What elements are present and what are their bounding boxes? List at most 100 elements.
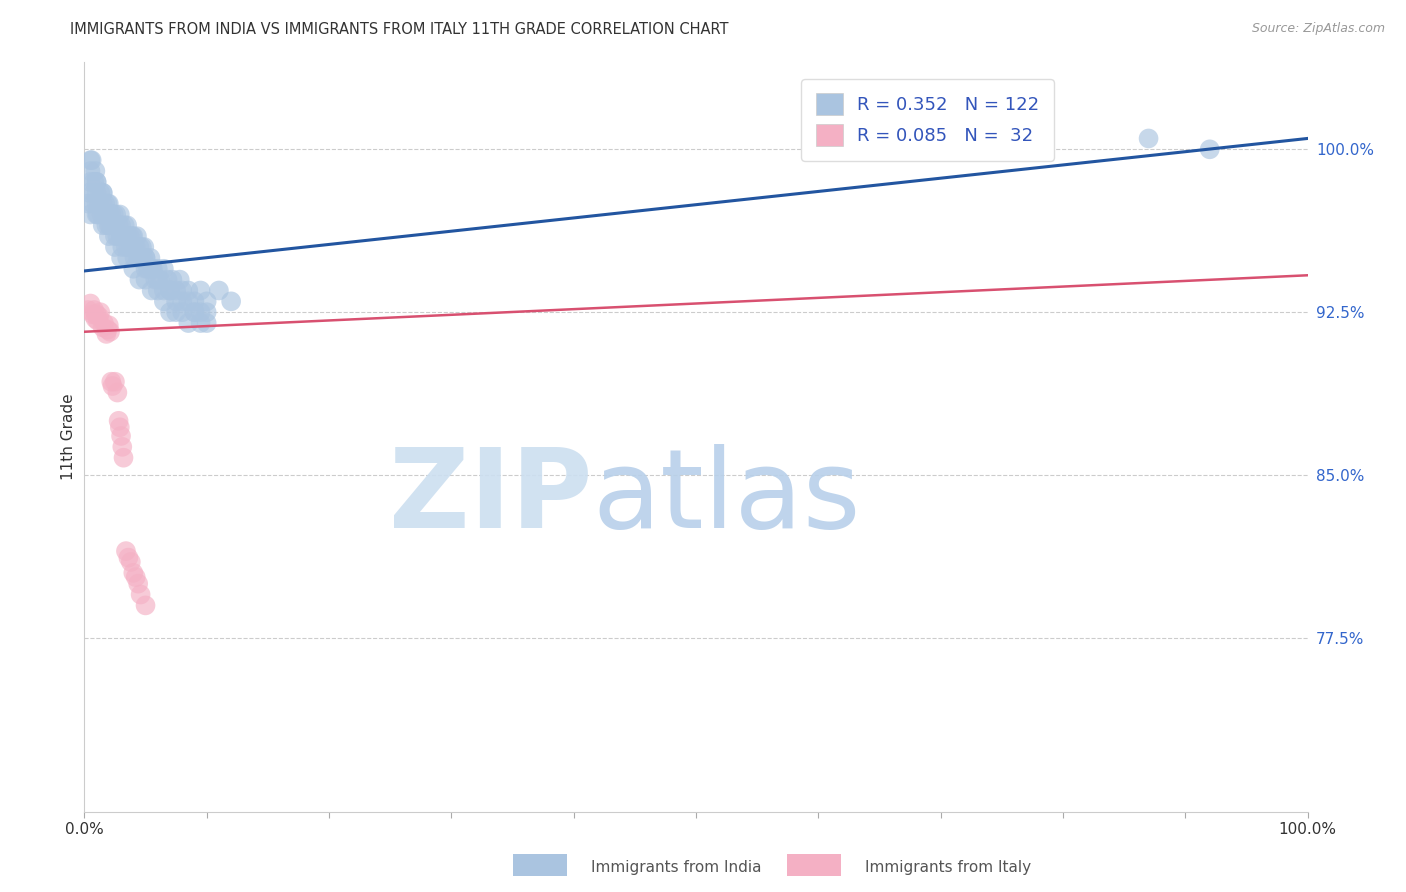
Point — [128, 272, 150, 286]
Point — [100, 375, 122, 389]
Point — [135, 251, 157, 265]
Point — [118, 229, 141, 244]
Point — [149, 272, 172, 286]
Point — [195, 316, 218, 330]
Point — [117, 550, 139, 565]
Point — [104, 219, 127, 233]
Point — [177, 294, 200, 309]
Point — [172, 305, 194, 319]
Point — [97, 196, 120, 211]
Point — [91, 196, 114, 211]
Point — [110, 251, 132, 265]
Point — [115, 251, 138, 265]
Point — [97, 207, 120, 221]
Point — [172, 294, 194, 309]
Point — [159, 284, 181, 298]
Point — [86, 207, 108, 221]
Point — [125, 240, 148, 254]
Point — [115, 240, 138, 254]
Point — [97, 219, 120, 233]
Point — [1137, 131, 1160, 145]
Point — [135, 261, 157, 276]
Point — [94, 196, 117, 211]
Point — [101, 379, 124, 393]
Point — [121, 229, 143, 244]
Point — [127, 576, 149, 591]
Point — [127, 251, 149, 265]
Point — [128, 251, 150, 265]
Point — [91, 186, 114, 200]
Point — [208, 284, 231, 298]
Point — [141, 284, 163, 298]
Point — [91, 320, 114, 334]
Point — [146, 284, 169, 298]
Point — [91, 186, 114, 200]
Point — [131, 240, 153, 254]
Point — [104, 240, 127, 254]
Point — [83, 303, 105, 318]
Point — [190, 284, 212, 298]
Point — [104, 219, 127, 233]
Point — [117, 240, 139, 254]
Point — [177, 316, 200, 330]
Point — [115, 219, 138, 233]
Point — [107, 219, 129, 233]
Point — [146, 272, 169, 286]
Point — [87, 310, 110, 324]
Point — [87, 314, 110, 328]
Point — [84, 164, 107, 178]
Point — [110, 429, 132, 443]
Point — [105, 207, 128, 221]
Point — [111, 440, 134, 454]
Point — [219, 294, 242, 309]
Point — [129, 251, 152, 265]
Point — [135, 599, 157, 613]
Text: Immigrants from India: Immigrants from India — [591, 860, 761, 874]
Point — [128, 240, 150, 254]
Point — [153, 294, 176, 309]
Point — [125, 229, 148, 244]
Point — [110, 229, 132, 244]
Point — [183, 305, 205, 319]
Point — [80, 153, 103, 168]
Point — [177, 284, 200, 298]
Point — [146, 261, 169, 276]
Point — [98, 219, 121, 233]
Point — [77, 186, 100, 200]
Point — [112, 229, 135, 244]
Point — [97, 322, 120, 336]
Point — [110, 229, 132, 244]
Point — [122, 566, 145, 580]
Point — [79, 175, 101, 189]
Point — [110, 219, 132, 233]
Point — [165, 305, 187, 319]
Point — [77, 196, 100, 211]
Text: Immigrants from Italy: Immigrants from Italy — [865, 860, 1031, 874]
Point — [183, 294, 205, 309]
Point — [87, 207, 110, 221]
Point — [79, 153, 101, 168]
Point — [162, 272, 184, 286]
Point — [77, 303, 100, 318]
Point — [103, 207, 125, 221]
Point — [1198, 142, 1220, 156]
Point — [112, 450, 135, 465]
Point — [172, 284, 194, 298]
Point — [195, 294, 218, 309]
Point — [100, 207, 122, 221]
Point — [83, 175, 105, 189]
Point — [83, 186, 105, 200]
Point — [114, 219, 136, 233]
Point — [82, 196, 104, 211]
Point — [89, 186, 111, 200]
Point — [143, 272, 166, 286]
Point — [153, 284, 176, 298]
Point — [156, 272, 179, 286]
Point — [115, 544, 138, 558]
Point — [104, 375, 127, 389]
Text: atlas: atlas — [592, 443, 860, 550]
Point — [135, 251, 157, 265]
Point — [91, 219, 114, 233]
Point — [153, 261, 176, 276]
Point — [105, 229, 128, 244]
